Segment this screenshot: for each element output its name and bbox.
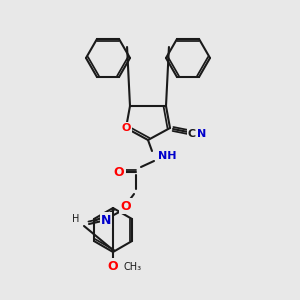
Text: N: N <box>197 129 207 139</box>
Text: O: O <box>108 260 118 272</box>
Text: H: H <box>72 214 80 224</box>
Text: O: O <box>121 123 131 133</box>
Text: NH: NH <box>158 151 176 161</box>
Text: C: C <box>188 129 196 139</box>
Text: O: O <box>121 200 131 212</box>
Text: O: O <box>114 166 124 178</box>
Text: CH₃: CH₃ <box>123 262 141 272</box>
Text: N: N <box>101 214 111 226</box>
